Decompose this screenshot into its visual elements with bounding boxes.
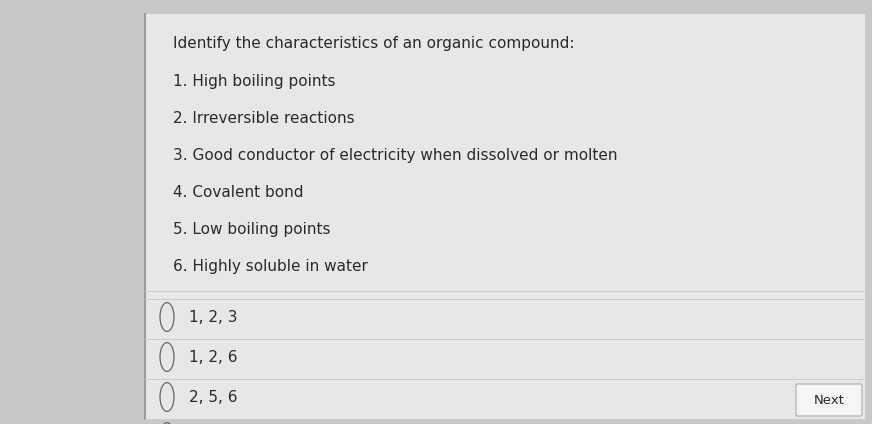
Text: 6. Highly soluble in water: 6. Highly soluble in water bbox=[173, 259, 368, 274]
Text: 1. High boiling points: 1. High boiling points bbox=[173, 74, 336, 89]
Bar bbox=[145, 14, 865, 419]
Text: 2. Irreversible reactions: 2. Irreversible reactions bbox=[173, 111, 355, 126]
Text: 5. Low boiling points: 5. Low boiling points bbox=[173, 222, 330, 237]
FancyBboxPatch shape bbox=[796, 384, 862, 416]
Text: Identify the characteristics of an organic compound:: Identify the characteristics of an organ… bbox=[173, 36, 575, 51]
Text: 1, 2, 3: 1, 2, 3 bbox=[189, 310, 237, 324]
Text: Next: Next bbox=[814, 393, 844, 407]
Text: 4. Covalent bond: 4. Covalent bond bbox=[173, 185, 303, 200]
Text: 2, 5, 6: 2, 5, 6 bbox=[189, 390, 237, 404]
Text: 3. Good conductor of electricity when dissolved or molten: 3. Good conductor of electricity when di… bbox=[173, 148, 617, 163]
Text: 1, 2, 6: 1, 2, 6 bbox=[189, 349, 237, 365]
